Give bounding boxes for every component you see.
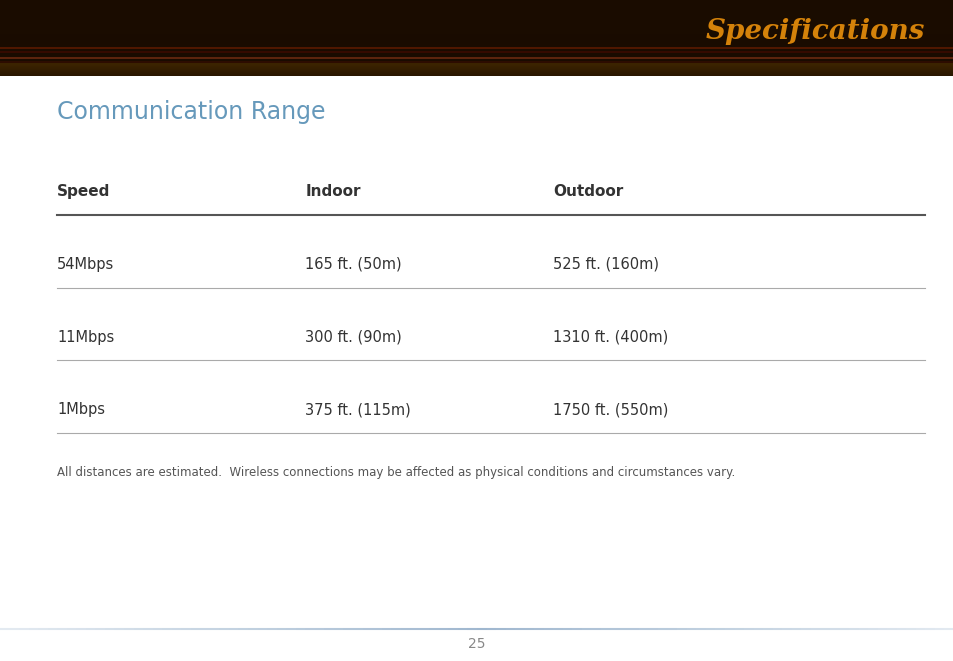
Bar (0, 61, 953, 62)
Text: 1Mbps: 1Mbps (57, 403, 105, 417)
Bar (0, 46, 953, 47)
Bar (0, 51, 953, 52)
Text: 1310 ft. (400m): 1310 ft. (400m) (553, 330, 668, 344)
Text: Speed: Speed (57, 184, 111, 199)
Bar (0, 42, 953, 44)
Bar (0, 47, 953, 48)
Bar (0, 50, 953, 51)
Text: Outdoor: Outdoor (553, 184, 623, 199)
Bar (0, 48, 953, 49)
Bar (0, 70, 953, 71)
Text: 25: 25 (468, 637, 485, 652)
Text: 165 ft. (50m): 165 ft. (50m) (305, 257, 401, 272)
Text: Specifications: Specifications (705, 19, 924, 46)
Bar (0, 45, 953, 46)
Bar (0, 59, 953, 60)
Text: 1750 ft. (550m): 1750 ft. (550m) (553, 403, 668, 417)
Bar (0, 67, 953, 69)
Text: 525 ft. (160m): 525 ft. (160m) (553, 257, 659, 272)
Bar (0, 60, 953, 61)
Bar (0, 44, 953, 45)
Text: All distances are estimated.  Wireless connections may be affected as physical c: All distances are estimated. Wireless co… (57, 466, 735, 479)
Text: Indoor: Indoor (305, 184, 360, 199)
Bar (0, 65, 953, 67)
Bar (0, 72, 953, 73)
Bar (0, 0, 953, 76)
Bar (0, 34, 953, 35)
Bar (0, 62, 953, 63)
Text: 11Mbps: 11Mbps (57, 330, 114, 344)
Bar (0, 58, 953, 59)
Text: Communication Range: Communication Range (57, 100, 325, 124)
Bar (0, 35, 953, 36)
Bar (0, 55, 953, 56)
Bar (0, 75, 953, 76)
Text: 375 ft. (115m): 375 ft. (115m) (305, 403, 411, 417)
Bar (0, 53, 953, 54)
Bar (0, 73, 953, 74)
Bar (0, 37, 953, 38)
Text: 54Mbps: 54Mbps (57, 257, 114, 272)
Bar (0, 38, 953, 40)
Bar (0, 74, 953, 75)
Bar (0, 40, 953, 42)
Bar (0, 71, 953, 72)
Bar (0, 49, 953, 50)
Bar (0, 54, 953, 55)
Bar (0, 69, 953, 70)
Bar (0, 56, 953, 58)
Bar (0, 36, 953, 37)
Bar (0, 52, 953, 53)
Bar (0, 63, 953, 65)
Text: 300 ft. (90m): 300 ft. (90m) (305, 330, 401, 344)
